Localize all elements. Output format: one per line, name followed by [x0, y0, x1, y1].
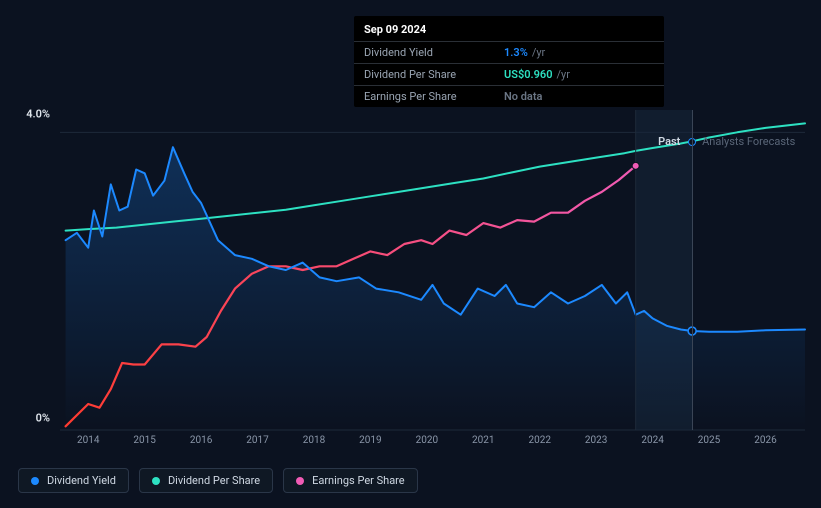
- x-tick: 2023: [585, 435, 607, 446]
- tooltip-row-earnings-per-share: Earnings Per Share No data: [354, 85, 664, 107]
- legend-dot-icon: [152, 477, 160, 485]
- tooltip-label: Dividend Per Share: [364, 68, 504, 81]
- tooltip-value: No data: [504, 90, 542, 103]
- x-tick: 2021: [472, 435, 494, 446]
- legend-item-earnings-per-share[interactable]: Earnings Per Share: [283, 468, 418, 493]
- tooltip-row-dividend-per-share: Dividend Per Share US$0.960 /yr: [354, 63, 664, 85]
- eps-endpoint-marker: [632, 162, 639, 169]
- legend-label: Earnings Per Share: [312, 474, 405, 487]
- x-tick: 2020: [416, 435, 438, 446]
- tooltip-label: Dividend Yield: [364, 46, 504, 59]
- past-label: Past: [658, 135, 680, 148]
- x-tick: 2018: [303, 435, 325, 446]
- legend-item-dividend-yield[interactable]: Dividend Yield: [18, 468, 129, 493]
- forecast-divider-line: [692, 110, 693, 430]
- y-axis: 4.0% 0%: [0, 0, 60, 508]
- x-axis: 2014 2015 2016 2017 2018 2019 2020 2021 2022 2023…: [60, 435, 805, 455]
- x-tick: 2026: [754, 435, 776, 446]
- x-tick: 2025: [698, 435, 720, 446]
- legend: Dividend Yield Dividend Per Share Earnin…: [18, 468, 418, 493]
- x-tick: 2022: [528, 435, 550, 446]
- x-tick: 2016: [190, 435, 212, 446]
- x-tick: 2015: [133, 435, 155, 446]
- plot-area[interactable]: Past Analysts Forecasts: [60, 110, 805, 430]
- tooltip: Sep 09 2024 Dividend Yield 1.3% /yr Divi…: [354, 16, 664, 107]
- tooltip-suffix: /yr: [557, 68, 570, 81]
- legend-dot-icon: [31, 477, 39, 485]
- chart-container: 4.0% 0% Past: [0, 0, 821, 508]
- x-tick: 2019: [359, 435, 381, 446]
- y-tick-top: 4.0%: [26, 108, 50, 121]
- tooltip-row-dividend-yield: Dividend Yield 1.3% /yr: [354, 41, 664, 63]
- legend-dot-icon: [296, 477, 304, 485]
- tooltip-date: Sep 09 2024: [354, 16, 664, 41]
- x-tick: 2017: [246, 435, 268, 446]
- x-tick: 2014: [77, 435, 99, 446]
- tooltip-label: Earnings Per Share: [364, 90, 504, 103]
- tooltip-value: 1.3%: [504, 46, 528, 59]
- forecast-label: Analysts Forecasts: [702, 135, 795, 148]
- legend-item-dividend-per-share[interactable]: Dividend Per Share: [139, 468, 273, 493]
- y-tick-bottom: 0%: [36, 412, 50, 425]
- legend-label: Dividend Per Share: [168, 474, 260, 487]
- tooltip-suffix: /yr: [532, 46, 545, 59]
- plot-svg: [60, 110, 805, 430]
- legend-label: Dividend Yield: [47, 474, 116, 487]
- tooltip-value: US$0.960: [504, 68, 553, 81]
- x-tick: 2024: [641, 435, 663, 446]
